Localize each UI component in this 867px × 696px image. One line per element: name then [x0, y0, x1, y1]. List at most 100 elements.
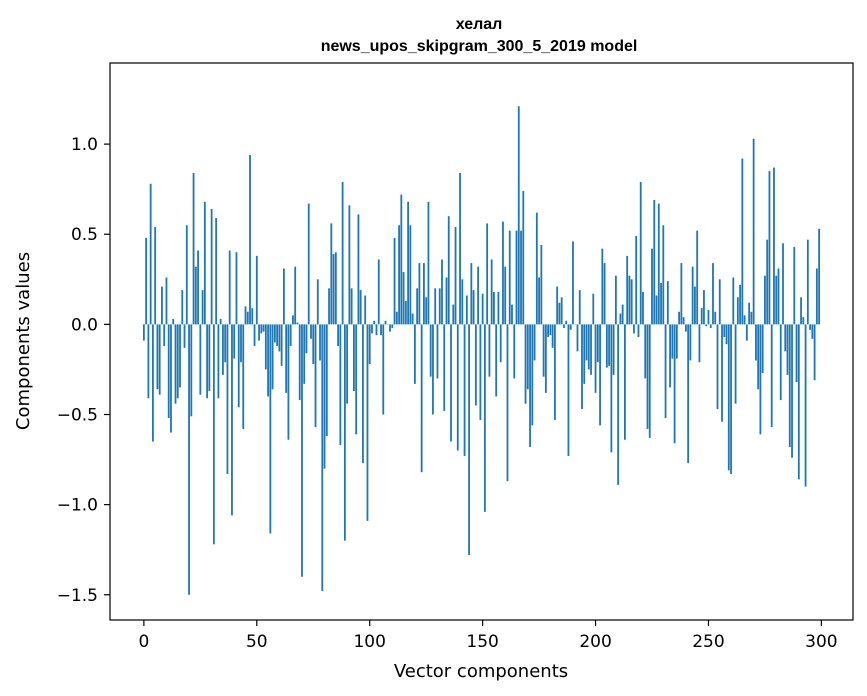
- bar: [470, 263, 473, 325]
- bar: [730, 324, 732, 474]
- bar: [779, 324, 782, 401]
- bar: [770, 324, 773, 428]
- bar: [224, 324, 227, 363]
- bar: [777, 268, 780, 325]
- bar: [375, 324, 378, 336]
- bar: [734, 324, 737, 404]
- bar: [773, 167, 775, 325]
- bar: [644, 324, 647, 379]
- bar: [174, 324, 177, 404]
- bar: [215, 218, 218, 325]
- bar: [481, 293, 484, 325]
- bar: [188, 324, 190, 595]
- y-tick-label: 0.5: [71, 225, 98, 245]
- bar: [689, 324, 692, 361]
- x-tick-label: 0: [138, 632, 149, 652]
- bar: [712, 263, 714, 325]
- bar: [535, 212, 538, 325]
- bar: [736, 297, 739, 325]
- bar: [303, 324, 306, 384]
- bar: [488, 324, 491, 377]
- bar: [219, 318, 222, 325]
- bar: [716, 324, 719, 410]
- bar: [795, 324, 798, 383]
- bar: [788, 324, 791, 447]
- bar: [264, 324, 267, 370]
- y-axis-label: Components values: [13, 252, 34, 430]
- bar: [194, 266, 197, 325]
- bar: [380, 324, 382, 336]
- bar: [572, 241, 574, 325]
- bar: [445, 277, 448, 325]
- bar: [181, 290, 184, 325]
- bar: [691, 266, 694, 325]
- bar: [474, 324, 477, 406]
- bar: [222, 324, 224, 375]
- bar: [479, 324, 482, 420]
- bar: [413, 324, 416, 384]
- y-axis-ticks: 1.0 0.5 0.0 −0.5 −1.0 −1.5: [57, 135, 110, 606]
- bar: [621, 304, 624, 325]
- bar: [802, 317, 805, 325]
- y-tick-label: −0.5: [57, 406, 98, 426]
- bar: [775, 275, 778, 325]
- bar: [432, 324, 434, 415]
- y-tick-label: −1.0: [57, 496, 98, 516]
- bar: [540, 245, 543, 325]
- bar: [592, 293, 595, 325]
- bar: [312, 324, 315, 365]
- bar: [743, 315, 746, 325]
- bar: [253, 324, 256, 347]
- bar: [764, 275, 766, 325]
- bar: [353, 324, 355, 392]
- bar: [420, 324, 423, 473]
- bar: [703, 290, 705, 325]
- bar: [149, 183, 152, 325]
- bar: [669, 324, 671, 388]
- x-axis-label: Vector components: [394, 661, 568, 682]
- bar: [233, 324, 236, 359]
- bar: [531, 324, 534, 426]
- bar: [197, 250, 199, 325]
- bar: [436, 324, 439, 379]
- bar: [818, 228, 821, 325]
- bar: [201, 290, 204, 325]
- bar: [242, 324, 245, 429]
- bar: [504, 266, 507, 325]
- bar: [285, 324, 288, 393]
- bar: [754, 324, 757, 361]
- bar: [368, 324, 371, 365]
- bar: [249, 154, 251, 325]
- bar: [147, 324, 150, 399]
- bar: [804, 324, 807, 487]
- bar: [499, 324, 502, 363]
- bar: [547, 324, 550, 337]
- bar: [443, 324, 446, 411]
- bar: [319, 324, 321, 361]
- bar: [179, 324, 181, 388]
- bar: [400, 194, 403, 325]
- bar: [684, 324, 687, 332]
- bar: [339, 324, 342, 446]
- bar: [639, 181, 642, 325]
- bar: [294, 266, 297, 325]
- bar: [612, 324, 615, 375]
- x-axis-ticks: 0 50 100 150 200 250 300: [138, 620, 838, 652]
- bar: [651, 248, 653, 325]
- bar: [698, 324, 701, 363]
- bar: [258, 324, 260, 341]
- bar: [456, 324, 459, 451]
- bar: [237, 324, 240, 408]
- bar: [596, 324, 599, 363]
- plot-frame: [109, 62, 854, 621]
- bar: [235, 252, 238, 325]
- bar: [657, 203, 660, 325]
- bar: [321, 324, 324, 592]
- bar: [298, 324, 301, 401]
- bar: [529, 324, 531, 447]
- bar: [809, 324, 811, 330]
- bar: [398, 225, 400, 325]
- bar: [705, 324, 708, 327]
- bar: [741, 158, 744, 325]
- bar: [605, 324, 608, 368]
